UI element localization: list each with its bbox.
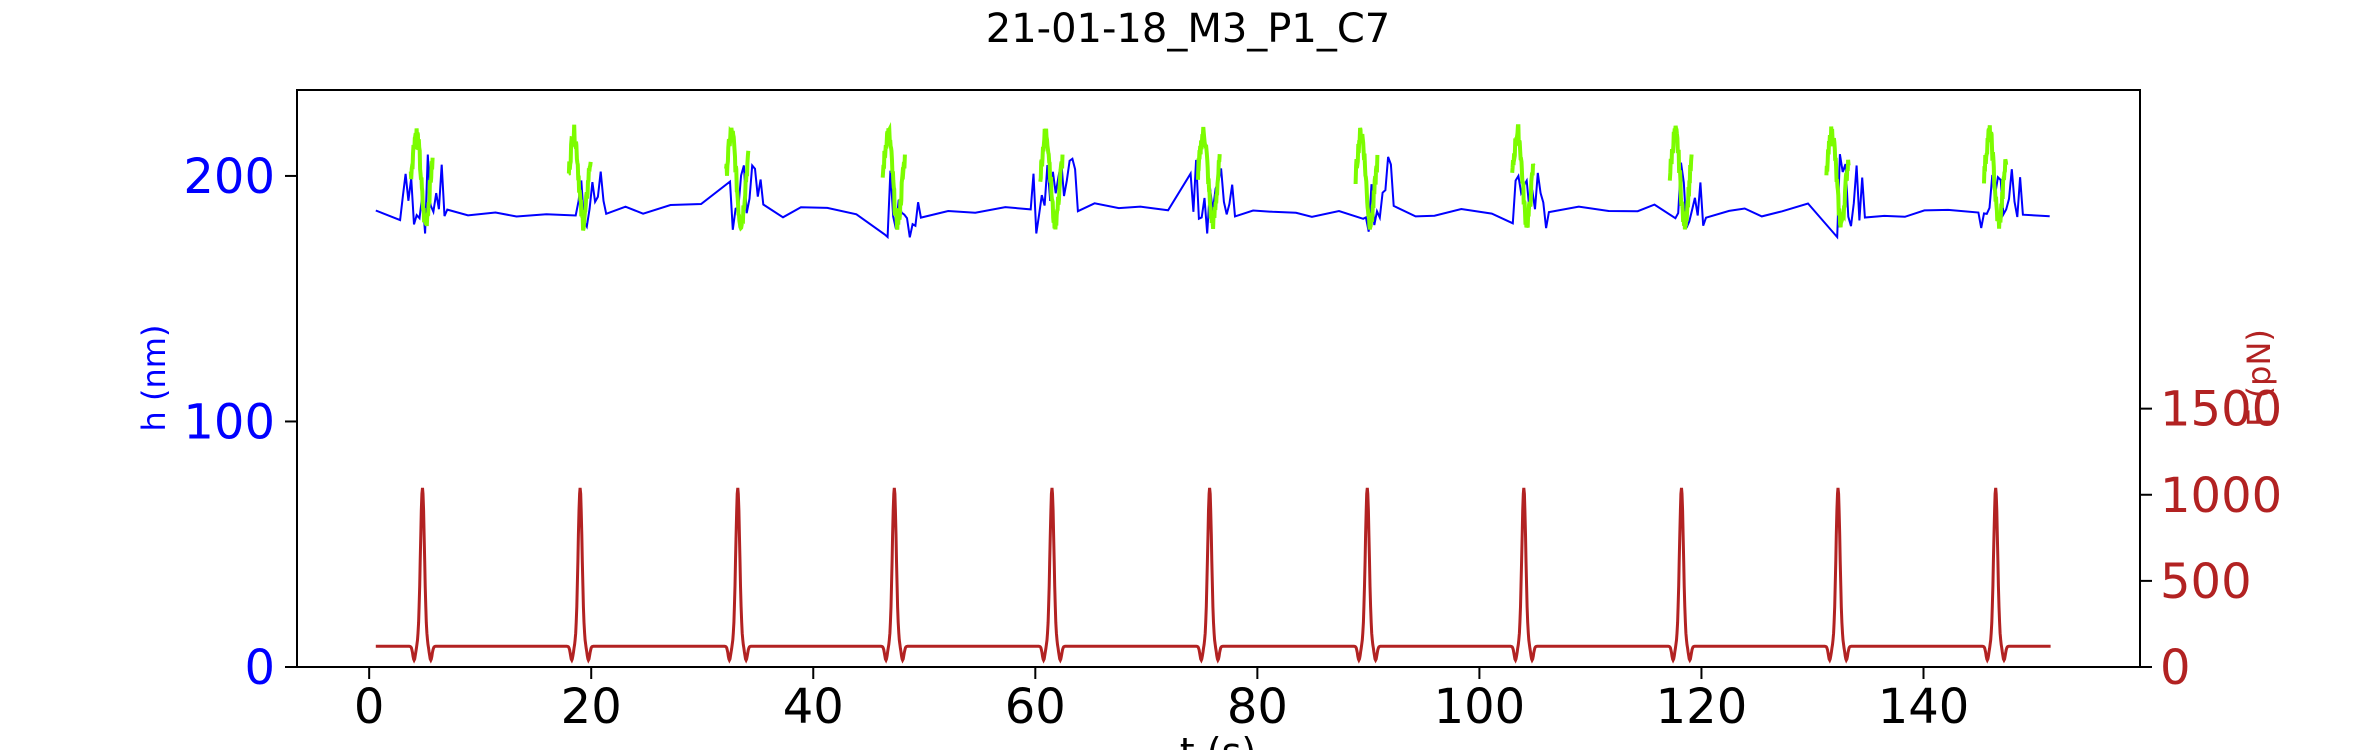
- right-axis-ticks: 0 500 1000 1500: [2140, 382, 2282, 696]
- right-tick-label: 1500: [2160, 382, 2282, 438]
- force-series-line: [375, 487, 2051, 664]
- x-tick-label: 80: [1227, 679, 1288, 735]
- right-tick-label: 0: [2160, 640, 2191, 696]
- height-highlight-segment: [566, 124, 593, 231]
- height-highlight-segment: [1353, 127, 1380, 230]
- x-tick-label: 100: [1434, 679, 1526, 735]
- x-axis-ticks: 0 20 40 60 80 100 120 140: [354, 667, 1969, 735]
- left-tick-label: 0: [244, 640, 275, 696]
- x-axis-label: t (s): [1180, 730, 1256, 750]
- height-highlight-segment: [408, 128, 435, 227]
- left-tick-label: 200: [183, 149, 275, 205]
- x-tick-label: 40: [783, 679, 844, 735]
- x-tick-label: 140: [1878, 679, 1970, 735]
- left-tick-label: 100: [183, 394, 275, 450]
- right-axis-label: F (pN): [2240, 329, 2278, 427]
- height-series-line: [375, 153, 2050, 240]
- left-axis-label: h (nm): [135, 325, 173, 432]
- right-tick-label: 1000: [2160, 468, 2282, 524]
- height-highlight-segment: [1510, 124, 1536, 229]
- plot-frame: [296, 89, 2141, 668]
- x-tick-label: 60: [1005, 679, 1066, 735]
- height-highlight-segment: [1667, 125, 1694, 230]
- height-highlight-segment: [880, 121, 907, 230]
- chart-title: 21-01-18_M3_P1_C7: [986, 6, 1390, 52]
- height-highlight-segment: [1038, 128, 1065, 230]
- height-highlight-segment: [1824, 126, 1851, 228]
- x-tick-label: 20: [561, 679, 622, 735]
- x-tick-label: 0: [354, 679, 385, 735]
- x-tick-label: 120: [1656, 679, 1748, 735]
- left-axis-ticks: 0 100 200: [183, 149, 297, 696]
- height-highlight-segment: [724, 125, 751, 232]
- height-highlight-segment: [1196, 126, 1222, 230]
- plot-series: [375, 121, 2051, 664]
- right-tick-label: 500: [2160, 554, 2252, 610]
- height-highlight-segment: [1982, 125, 2009, 229]
